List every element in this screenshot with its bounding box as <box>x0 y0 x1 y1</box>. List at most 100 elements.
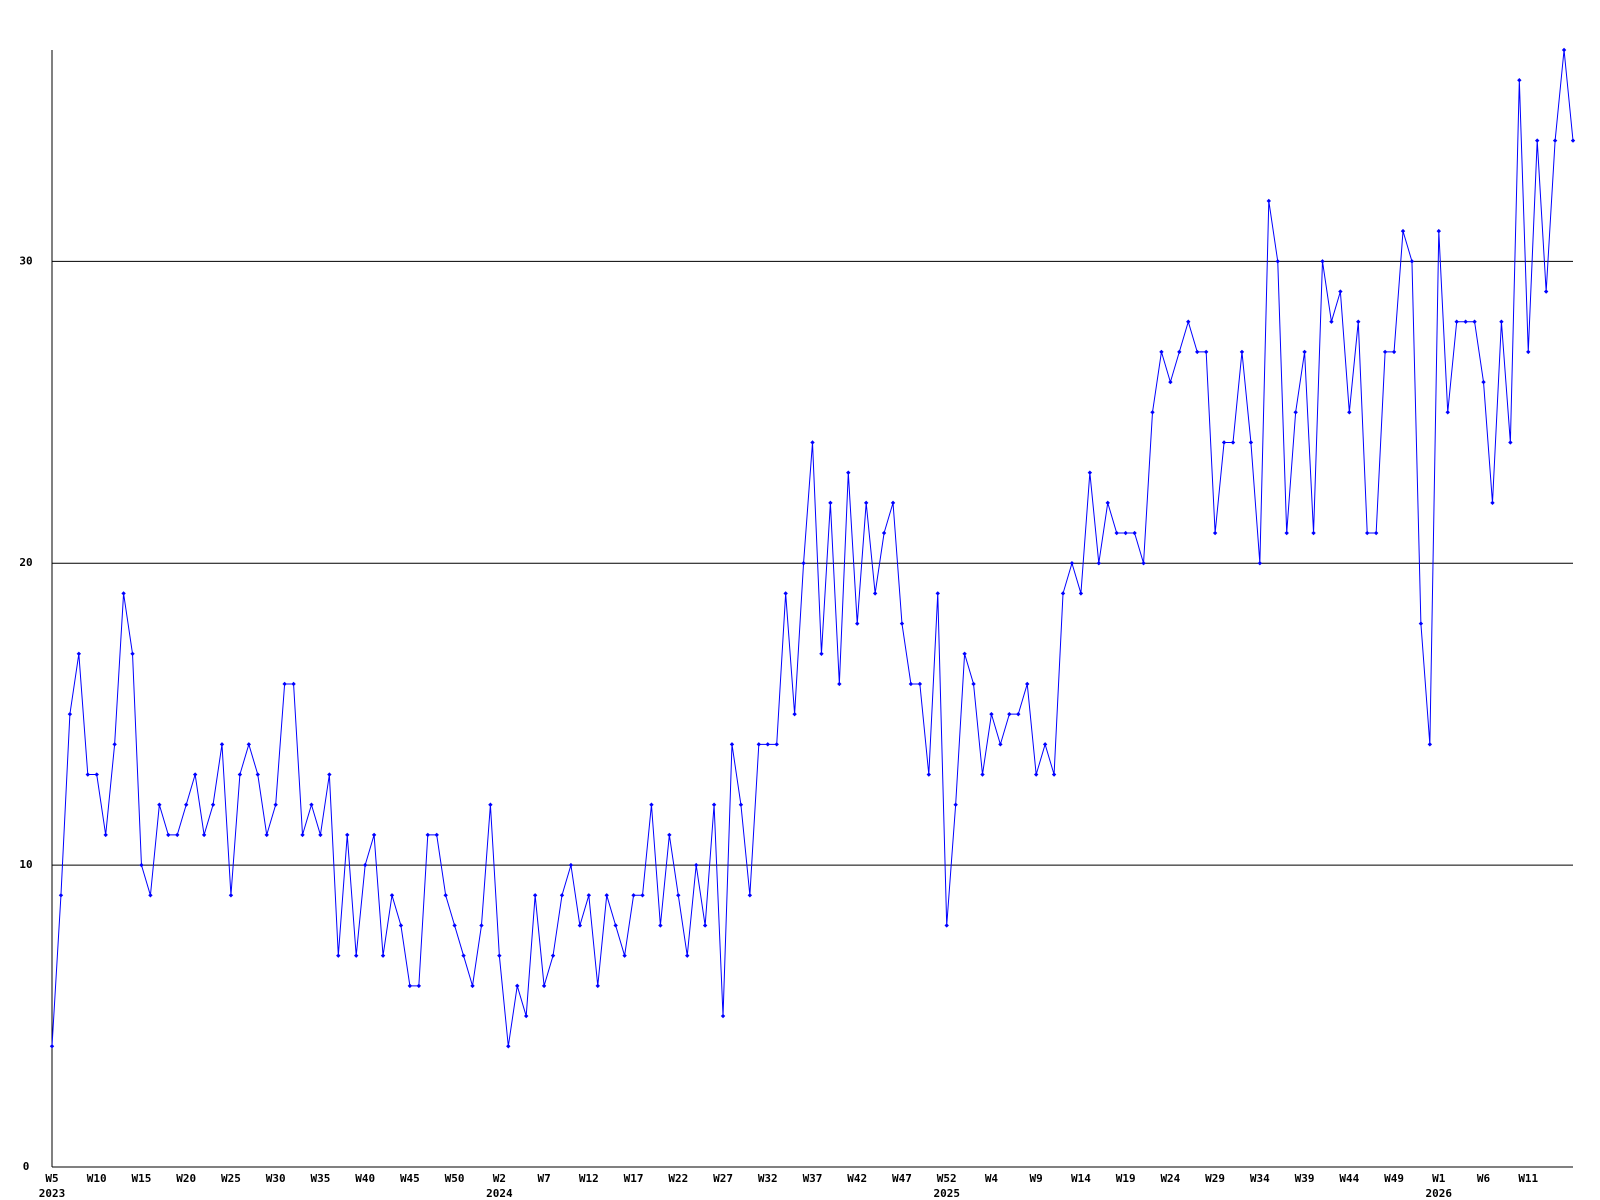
point <box>944 923 949 928</box>
point <box>863 500 869 506</box>
point <box>1221 440 1227 445</box>
point <box>452 923 457 928</box>
x-tick-label: W24 <box>1160 1172 1180 1185</box>
point <box>550 953 556 958</box>
point <box>255 772 260 777</box>
point <box>729 742 735 747</box>
x-tick-label: W5 <box>45 1172 58 1185</box>
point <box>917 681 923 687</box>
point <box>1114 530 1119 536</box>
point <box>461 953 466 958</box>
point <box>765 742 770 747</box>
point <box>1535 138 1540 143</box>
x-tick-label: W20 <box>176 1172 196 1185</box>
point <box>1293 410 1298 415</box>
point <box>1561 47 1567 53</box>
point <box>685 953 690 958</box>
point <box>649 802 654 807</box>
year-label: 2023 <box>39 1187 66 1200</box>
x-tick-label: W14 <box>1071 1172 1091 1185</box>
x-tick-label: W35 <box>310 1172 330 1185</box>
point <box>720 1013 726 1019</box>
y-tick-label: 0 <box>23 1160 30 1173</box>
point <box>1418 621 1424 626</box>
point <box>1042 742 1048 747</box>
point <box>58 893 64 898</box>
x-tick-label: W37 <box>803 1172 823 1185</box>
point <box>327 772 332 777</box>
x-tick-label: W40 <box>355 1172 375 1185</box>
point <box>443 893 448 898</box>
point <box>112 742 117 747</box>
point <box>1311 530 1316 536</box>
point <box>1436 228 1441 234</box>
point <box>76 651 82 656</box>
point <box>389 893 395 898</box>
point <box>541 983 547 989</box>
point <box>1347 410 1352 415</box>
x-tick-label: W34 <box>1250 1172 1270 1185</box>
point <box>1570 138 1576 143</box>
point <box>1481 379 1486 385</box>
point <box>640 893 645 898</box>
point <box>1373 530 1379 536</box>
point <box>899 621 905 626</box>
point <box>94 772 99 777</box>
point <box>1400 228 1406 234</box>
point <box>1239 349 1245 355</box>
point <box>362 862 368 868</box>
point <box>1105 500 1110 506</box>
point <box>1051 772 1057 777</box>
point <box>890 500 896 506</box>
point <box>1517 77 1522 83</box>
point <box>1409 259 1415 264</box>
x-tick-label: W44 <box>1339 1172 1359 1185</box>
point <box>291 681 296 687</box>
x-tick-label: W39 <box>1295 1172 1315 1185</box>
point <box>1454 319 1459 324</box>
point <box>497 953 502 958</box>
point <box>103 832 108 838</box>
point <box>1132 530 1137 536</box>
x-tick-label: W32 <box>758 1172 778 1185</box>
point <box>175 832 180 838</box>
point <box>872 591 878 596</box>
point <box>246 742 252 747</box>
point <box>67 711 73 717</box>
point <box>559 893 565 898</box>
year-label: 2026 <box>1426 1187 1453 1200</box>
point <box>935 591 940 596</box>
point <box>1445 410 1450 415</box>
point <box>953 802 958 807</box>
point <box>130 651 135 656</box>
point <box>1391 349 1397 355</box>
point <box>738 802 744 807</box>
point <box>586 893 592 898</box>
point <box>398 923 404 928</box>
point <box>1123 530 1128 536</box>
point <box>1078 591 1084 596</box>
point <box>1150 410 1155 415</box>
point <box>792 711 797 717</box>
x-tick-label: W52 <box>937 1172 957 1185</box>
x-tick-label: W22 <box>668 1172 688 1185</box>
point <box>1302 349 1307 355</box>
point <box>810 440 815 445</box>
point <box>1033 772 1039 777</box>
y-tick-label: 30 <box>19 254 32 267</box>
point <box>157 802 162 807</box>
point <box>1096 561 1102 566</box>
point <box>604 893 609 898</box>
point <box>1266 198 1271 204</box>
x-tick-label: W47 <box>892 1172 912 1185</box>
point <box>371 832 377 838</box>
point <box>1382 349 1388 355</box>
point <box>219 742 225 747</box>
point <box>1338 289 1343 294</box>
point <box>801 561 806 566</box>
point <box>345 832 350 838</box>
point <box>756 742 762 747</box>
point <box>488 802 493 807</box>
point <box>416 983 422 989</box>
